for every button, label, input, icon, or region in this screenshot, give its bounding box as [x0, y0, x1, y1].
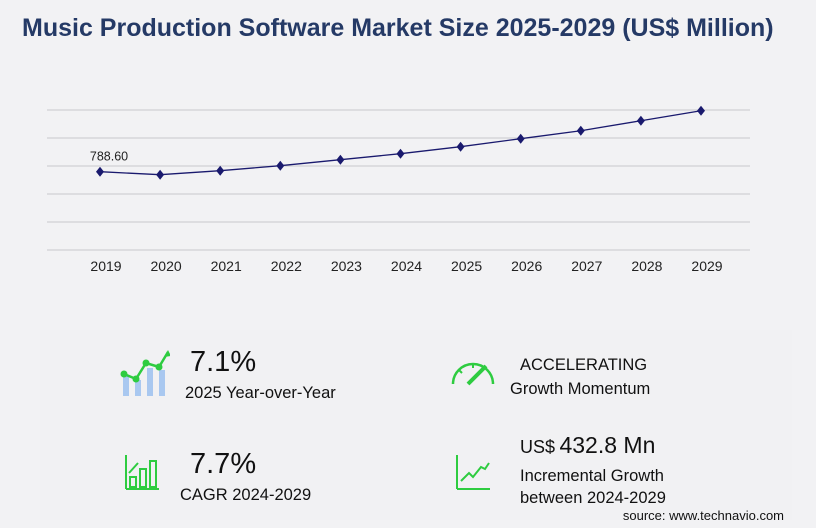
series-line — [99, 110, 702, 176]
data-point-2019 — [96, 166, 104, 177]
incremental-value: 432.8 Mn — [559, 432, 656, 458]
data-label: 788.60 — [90, 150, 128, 164]
x-tick-label: 2029 — [691, 258, 722, 274]
source-text: source: www.technavio.com — [622, 508, 784, 523]
data-point-2029 — [697, 105, 705, 116]
growth-chart-icon — [120, 350, 170, 396]
data-point-2020 — [156, 169, 165, 180]
x-tick-label: 2021 — [211, 258, 242, 274]
x-tick-label: 2023 — [331, 258, 362, 274]
incremental-label-1: Incremental Growth — [520, 467, 664, 485]
bar-growth-icon — [125, 455, 159, 490]
x-tick-label: 2024 — [391, 258, 422, 274]
x-tick-label: 2025 — [451, 258, 482, 274]
incremental-prefix: US$ — [520, 437, 556, 457]
data-point-2026 — [516, 133, 525, 144]
data-point-2028 — [636, 115, 645, 126]
x-tick-label: 2020 — [151, 258, 182, 274]
momentum-label: Growth Momentum — [510, 380, 651, 398]
x-tick-label: 2026 — [511, 258, 542, 274]
x-tick-label: 2028 — [631, 258, 662, 274]
data-point-2023 — [336, 154, 345, 165]
stats-panel — [40, 330, 792, 520]
speedometer-icon — [451, 362, 495, 386]
yoy-label: 2025 Year-over-Year — [185, 384, 336, 402]
line-chart: 2019 788.60 2020 2021 2022 2023 2024 2025 2026 20… — [47, 105, 750, 274]
chart-title: Music Production Software Market Size 20… — [22, 14, 774, 42]
x-tick-label: 2019 — [90, 258, 121, 274]
data-point-2024 — [396, 148, 405, 159]
data-point-2027 — [576, 125, 585, 136]
cagr-value: 7.7% — [190, 448, 257, 480]
x-tick-label: 2022 — [271, 258, 302, 274]
yoy-value: 7.1% — [190, 346, 257, 378]
momentum-value: ACCELERATING — [520, 356, 648, 374]
data-point-2021 — [216, 165, 225, 176]
incremental-value-row: US$ 432.8 Mn — [520, 432, 655, 459]
trend-up-icon — [456, 455, 490, 490]
cagr-label: CAGR 2024-2029 — [180, 486, 312, 504]
incremental-label-2: between 2024-2029 — [520, 489, 666, 507]
data-point-2025 — [456, 141, 465, 152]
x-tick-label: 2027 — [571, 258, 602, 274]
data-point-2022 — [276, 160, 285, 171]
